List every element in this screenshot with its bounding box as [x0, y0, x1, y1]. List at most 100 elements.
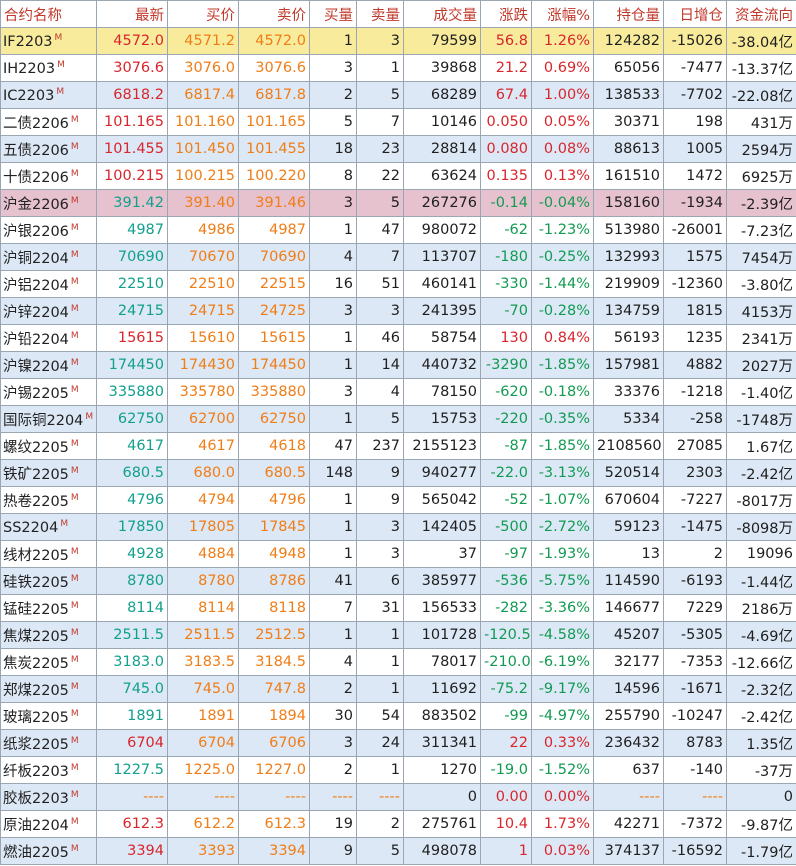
contract-name-cell[interactable]: 沪铜2204 M [0, 243, 97, 271]
table-row[interactable]: 国际铜2204 M 62750 62700 62750 1 5 15753 -220 -0.35%… [0, 405, 796, 433]
table-row[interactable]: IF2203 M 4572.0 4571.2 4572.0 1 3 79599 56.8 1.26… [0, 27, 796, 55]
table-row[interactable]: IC2203 M 6818.2 6817.4 6817.8 2 5 68289 67.4 1.00… [0, 81, 796, 109]
col-header-bid[interactable]: 买价 [167, 0, 239, 28]
daily-oi-change-cell: -6193 [663, 567, 727, 595]
contract-name-cell[interactable]: 纤板2203 M [0, 756, 97, 784]
daily-oi-change-cell: -12360 [663, 270, 727, 298]
col-header-fund-flow[interactable]: 资金流向 [726, 0, 796, 28]
change-cell: -0.14 [480, 189, 532, 217]
contract-name-cell[interactable]: 五债2206 M [0, 135, 97, 163]
table-row[interactable]: 焦炭2205 M 3183.0 3183.5 3184.5 4 1 78017 -210.0 -6… [0, 648, 796, 676]
contract-name-cell[interactable]: 螺纹2205 M [0, 432, 97, 460]
table-row[interactable]: 硅铁2205 M 8780 8780 8786 41 6 385977 -536 -5.75% 11… [0, 567, 796, 595]
contract-name-cell[interactable]: 沪锌2204 M [0, 297, 97, 325]
table-row[interactable]: 沪铜2204 M 70690 70670 70690 4 7 113707 -180 -0.25%… [0, 243, 796, 271]
contract-name-cell[interactable]: 郑煤2205 M [0, 675, 97, 703]
contract-name-cell[interactable]: SS2204 M [0, 513, 97, 541]
table-row[interactable]: 焦煤2205 M 2511.5 2511.5 2512.5 1 1 101728 -120.5-… [0, 621, 796, 649]
col-header-change[interactable]: 涨跌 [480, 0, 532, 28]
volume-cell: 11692 [403, 675, 481, 703]
volume-cell: 10146 [403, 108, 481, 136]
contract-name-cell[interactable]: 胶板2203 M [0, 783, 97, 811]
table-row[interactable]: 线材2205 M 4928 4884 4948 1 3 37 -97 -1.93% 13 2 19096 [0, 540, 796, 568]
change-cell: 0.135 [480, 162, 532, 190]
table-row[interactable]: 十债2206 M 100.215 100.215 100.220 8 22 63624 0.13… [0, 162, 796, 190]
contract-name-cell[interactable]: 锰硅2205 M [0, 594, 97, 622]
contract-name-cell[interactable]: 沪金2206 M [0, 189, 97, 217]
daily-oi-change-cell: 1575 [663, 243, 727, 271]
table-row[interactable]: 沪铅2204 M 15615 15610 15615 1 46 58754 130 0.84% 56… [0, 324, 796, 352]
col-header-daily-oi-change[interactable]: 日增仓 [663, 0, 727, 28]
table-row[interactable]: 沪银2206 M 4987 4986 4987 1 47 980072 -62 -1.23% 513… [0, 216, 796, 244]
contract-name-cell[interactable]: 线材2205 M [0, 540, 97, 568]
table-row[interactable]: 沪锌2204 M 24715 24715 24725 3 3 241395 -70 -0.28% 1… [0, 297, 796, 325]
col-header-last[interactable]: 最新 [96, 0, 168, 28]
daily-oi-change-cell: -7372 [663, 810, 727, 838]
col-header-name[interactable]: 合约名称 [0, 0, 97, 28]
ask-price-cell: 1894 [238, 702, 310, 730]
table-row[interactable]: 郑煤2205 M 745.0 745.0 747.8 2 1 11692 -75.2 -9.17%… [0, 675, 796, 703]
table-row[interactable]: 沪镍2204 M 174450 174430 174450 1 14 440732 -3290-… [0, 351, 796, 379]
contract-name-cell[interactable]: 沪铅2204 M [0, 324, 97, 352]
last-price-cell: 1227.5 [96, 756, 168, 784]
contract-name-cell[interactable]: 焦煤2205 M [0, 621, 97, 649]
change-pct-cell: -4.58% [531, 621, 594, 649]
open-interest-cell: 56193 [593, 324, 664, 352]
contract-name-cell[interactable]: 沪镍2204 M [0, 351, 97, 379]
ask-volume-cell: 1 [356, 675, 404, 703]
change-pct-cell: 0.69% [531, 54, 594, 82]
contract-name: 沪镍2204 [3, 358, 69, 375]
ask-price-cell: 15615 [238, 324, 310, 352]
bid-volume-cell: ---- [309, 783, 357, 811]
change-cell: -97 [480, 540, 532, 568]
contract-name-cell[interactable]: 国际铜2204 M [0, 405, 97, 433]
change-cell: 0.050 [480, 108, 532, 136]
col-header-change-pct[interactable]: 涨幅% [531, 0, 594, 28]
table-row[interactable]: 燃油2205 M 3394 3393 3394 9 5 498078 1 0.03% 374137-… [0, 837, 796, 865]
table-row[interactable]: 沪铝2204 M 22510 22510 22515 16 51 460141 -330 -1.4… [0, 270, 796, 298]
last-price-cell: 6704 [96, 729, 168, 757]
contract-name-cell[interactable]: 焦炭2205 M [0, 648, 97, 676]
col-header-ask-volume[interactable]: 卖量 [356, 0, 404, 28]
table-row[interactable]: 纸浆2205 M 6704 6704 6706 3 24 311341 22 0.33% 23643… [0, 729, 796, 757]
table-row[interactable]: 沪锡2205 M 335880 335780 335880 3 4 78150 -620 -0.1… [0, 378, 796, 406]
main-contract-marker: M [85, 411, 94, 422]
table-row[interactable]: 二债2206 M 101.165 101.160 101.165 5 7 10146 0.050… [0, 108, 796, 136]
table-row[interactable]: 锰硅2205 M 8114 8114 8118 7 31 156533 -282 -3.36% 14… [0, 594, 796, 622]
contract-name-cell[interactable]: 铁矿2205 M [0, 459, 97, 487]
last-price-cell: 174450 [96, 351, 168, 379]
contract-name-cell[interactable]: 沪铝2204 M [0, 270, 97, 298]
table-row[interactable]: 纤板2203 M 1227.5 1225.0 1227.0 2 1 1270 -19.0 -1.5… [0, 756, 796, 784]
contract-name-cell[interactable]: 纸浆2205 M [0, 729, 97, 757]
contract-name-cell[interactable]: 热卷2205 M [0, 486, 97, 514]
contract-name-cell[interactable]: IF2203 M [0, 27, 97, 55]
col-header-volume[interactable]: 成交量 [403, 0, 481, 28]
main-contract-marker: M [70, 735, 79, 746]
contract-name-cell[interactable]: IC2203 M [0, 81, 97, 109]
daily-oi-change-cell: -140 [663, 756, 727, 784]
col-header-open-interest[interactable]: 持仓量 [593, 0, 664, 28]
table-row[interactable]: IH2203 M 3076.6 3076.0 3076.6 3 1 39868 21.2 0.69… [0, 54, 796, 82]
col-header-bid-volume[interactable]: 买量 [309, 0, 357, 28]
table-row[interactable]: 铁矿2205 M 680.5 680.0 680.5 148 9 940277 -22.0 -3.… [0, 459, 796, 487]
contract-name-cell[interactable]: IH2203 M [0, 54, 97, 82]
table-row[interactable]: 原油2204 M 612.3 612.2 612.3 19 2 275761 10.4 1.73%… [0, 810, 796, 838]
contract-name-cell[interactable]: 十债2206 M [0, 162, 97, 190]
table-row[interactable]: 胶板2203 M ---- ---- ---- ---- ---- 0 0.00 0.00% ---… [0, 783, 796, 811]
contract-name-cell[interactable]: 沪银2206 M [0, 216, 97, 244]
col-header-ask[interactable]: 卖价 [238, 0, 310, 28]
contract-name-cell[interactable]: 二债2206 M [0, 108, 97, 136]
table-row[interactable]: SS2204 M 17850 17805 17845 1 3 142405 -500 -2.72%… [0, 513, 796, 541]
contract-name-cell[interactable]: 燃油2205 M [0, 837, 97, 865]
table-row[interactable]: 玻璃2205 M 1891 1891 1894 30 54 883502 -99 -4.97% 25… [0, 702, 796, 730]
contract-name-cell[interactable]: 硅铁2205 M [0, 567, 97, 595]
table-row[interactable]: 沪金2206 M 391.42 391.40 391.46 3 5 267276 -0.14 -0… [0, 189, 796, 217]
contract-name-cell[interactable]: 沪锡2205 M [0, 378, 97, 406]
table-row[interactable]: 五债2206 M 101.455 101.450 101.455 18 23 28814 0.0… [0, 135, 796, 163]
table-row[interactable]: 螺纹2205 M 4617 4617 4618 47 237 2155123 -87 -1.85%… [0, 432, 796, 460]
contract-name-cell[interactable]: 玻璃2205 M [0, 702, 97, 730]
table-row[interactable]: 热卷2205 M 4796 4794 4796 1 9 565042 -52 -1.07% 6706… [0, 486, 796, 514]
contract-name-cell[interactable]: 原油2204 M [0, 810, 97, 838]
volume-cell: 63624 [403, 162, 481, 190]
bid-price-cell: 4571.2 [167, 27, 239, 55]
